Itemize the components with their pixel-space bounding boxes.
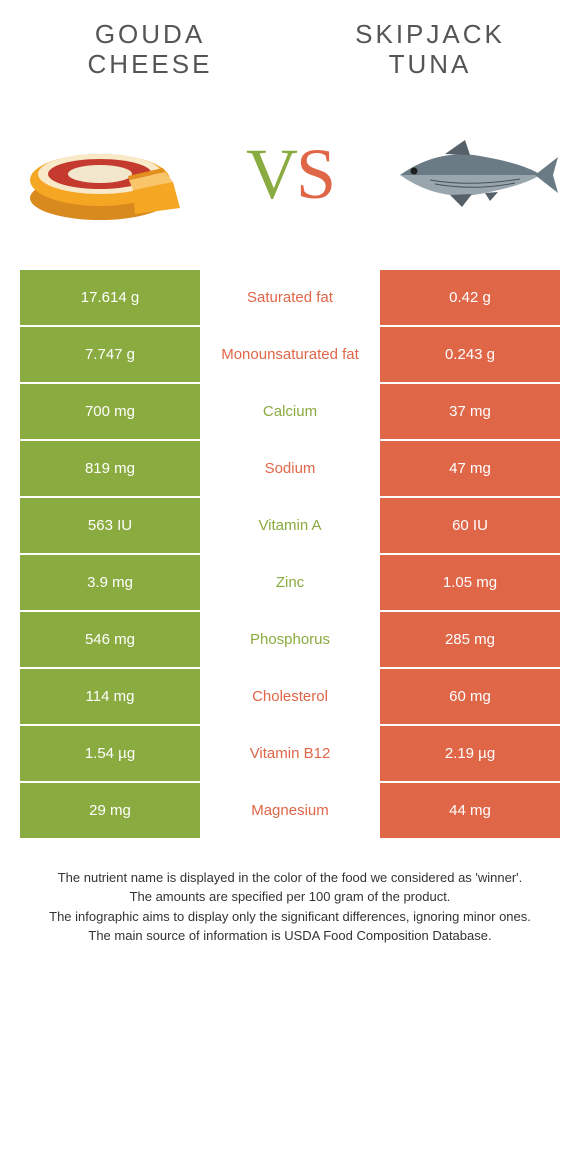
left-value: 114 mg bbox=[20, 669, 200, 724]
table-row: 700 mgCalcium37 mg bbox=[20, 384, 560, 439]
right-value: 1.05 mg bbox=[380, 555, 560, 610]
table-row: 1.54 µgVitamin B122.19 µg bbox=[20, 726, 560, 781]
table-row: 29 mgMagnesium44 mg bbox=[20, 783, 560, 838]
left-value: 563 IU bbox=[20, 498, 200, 553]
skipjack-tuna-image bbox=[390, 120, 560, 230]
right-value: 37 mg bbox=[380, 384, 560, 439]
left-food-title: GOUDA CHEESE bbox=[10, 20, 290, 80]
left-value: 29 mg bbox=[20, 783, 200, 838]
right-value: 0.243 g bbox=[380, 327, 560, 382]
left-title-line2: CHEESE bbox=[10, 50, 290, 80]
right-value: 60 IU bbox=[380, 498, 560, 553]
footer-line3: The infographic aims to display only the… bbox=[20, 907, 560, 927]
nutrient-label: Calcium bbox=[200, 384, 380, 439]
right-title-line1: SKIPJACK bbox=[290, 20, 570, 50]
left-value: 700 mg bbox=[20, 384, 200, 439]
right-value: 285 mg bbox=[380, 612, 560, 667]
right-food-title: SKIPJACK TUNA bbox=[290, 20, 570, 80]
left-title-line1: GOUDA bbox=[10, 20, 290, 50]
gouda-cheese-image bbox=[20, 120, 190, 230]
table-row: 563 IUVitamin A60 IU bbox=[20, 498, 560, 553]
nutrient-label: Magnesium bbox=[200, 783, 380, 838]
table-row: 546 mgPhosphorus285 mg bbox=[20, 612, 560, 667]
left-value: 819 mg bbox=[20, 441, 200, 496]
right-title-line2: TUNA bbox=[290, 50, 570, 80]
nutrient-label: Monounsaturated fat bbox=[200, 327, 380, 382]
table-row: 3.9 mgZinc1.05 mg bbox=[20, 555, 560, 610]
nutrient-label: Sodium bbox=[200, 441, 380, 496]
vs-label: VS bbox=[246, 133, 334, 216]
footer-notes: The nutrient name is displayed in the co… bbox=[20, 868, 560, 946]
nutrient-table: 17.614 gSaturated fat0.42 g7.747 gMonoun… bbox=[20, 270, 560, 838]
right-value: 44 mg bbox=[380, 783, 560, 838]
table-row: 7.747 gMonounsaturated fat0.243 g bbox=[20, 327, 560, 382]
nutrient-label: Vitamin A bbox=[200, 498, 380, 553]
table-row: 114 mgCholesterol60 mg bbox=[20, 669, 560, 724]
left-value: 17.614 g bbox=[20, 270, 200, 325]
right-value: 60 mg bbox=[380, 669, 560, 724]
left-value: 3.9 mg bbox=[20, 555, 200, 610]
right-value: 0.42 g bbox=[380, 270, 560, 325]
nutrient-label: Zinc bbox=[200, 555, 380, 610]
right-value: 47 mg bbox=[380, 441, 560, 496]
title-row: GOUDA CHEESE SKIPJACK TUNA bbox=[0, 0, 580, 90]
footer-line1: The nutrient name is displayed in the co… bbox=[20, 868, 560, 888]
table-row: 17.614 gSaturated fat0.42 g bbox=[20, 270, 560, 325]
footer-line4: The main source of information is USDA F… bbox=[20, 926, 560, 946]
nutrient-label: Vitamin B12 bbox=[200, 726, 380, 781]
footer-line2: The amounts are specified per 100 gram o… bbox=[20, 887, 560, 907]
left-value: 1.54 µg bbox=[20, 726, 200, 781]
nutrient-label: Cholesterol bbox=[200, 669, 380, 724]
right-value: 2.19 µg bbox=[380, 726, 560, 781]
nutrient-label: Phosphorus bbox=[200, 612, 380, 667]
left-value: 546 mg bbox=[20, 612, 200, 667]
nutrient-label: Saturated fat bbox=[200, 270, 380, 325]
vs-s-letter: S bbox=[296, 134, 334, 214]
images-row: VS bbox=[0, 90, 580, 270]
vs-v-letter: V bbox=[246, 134, 296, 214]
left-value: 7.747 g bbox=[20, 327, 200, 382]
table-row: 819 mgSodium47 mg bbox=[20, 441, 560, 496]
